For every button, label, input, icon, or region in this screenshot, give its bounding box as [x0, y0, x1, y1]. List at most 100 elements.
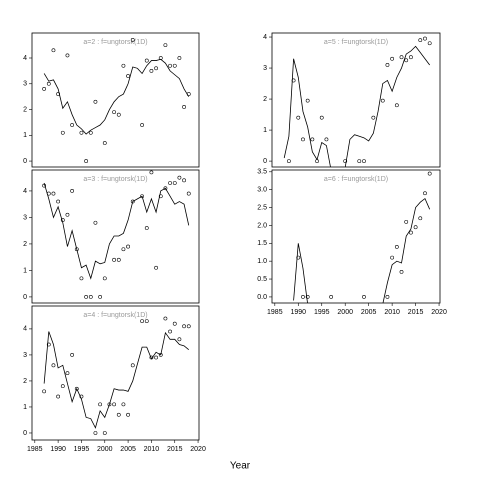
data-point	[140, 319, 144, 323]
y-tick-label: 3	[23, 214, 27, 221]
data-point	[56, 92, 61, 96]
y-tick-label: 2	[23, 241, 27, 248]
x-tick-label: 2020	[431, 309, 447, 316]
plot-area	[42, 316, 191, 435]
data-point	[42, 183, 47, 188]
data-point	[149, 170, 154, 175]
data-point	[385, 63, 390, 67]
panel-frame	[31, 169, 200, 304]
data-point	[126, 244, 130, 249]
data-point	[46, 81, 51, 86]
fit-line	[43, 182, 190, 280]
y-tick-label: 0.0	[257, 294, 267, 301]
plot-area	[42, 38, 191, 163]
data-point	[296, 115, 301, 120]
data-point	[88, 130, 93, 135]
data-point	[60, 130, 65, 135]
fit-line	[43, 331, 189, 429]
data-point	[74, 247, 79, 252]
data-point	[172, 63, 177, 68]
data-point	[116, 257, 121, 262]
data-point	[93, 99, 98, 104]
panel-frame	[31, 32, 200, 168]
x-tick-label: 2000	[97, 446, 113, 453]
y-tick-label: 1	[263, 127, 267, 134]
data-point	[60, 384, 65, 389]
data-point	[423, 36, 427, 41]
data-point	[60, 218, 65, 222]
x-axis-label: Year	[230, 461, 251, 472]
data-point	[46, 342, 51, 347]
x-tick-label: 1985	[267, 309, 283, 316]
data-point	[65, 212, 70, 217]
data-point	[168, 63, 172, 68]
data-point	[126, 74, 130, 78]
y-tick-label: 2	[23, 106, 27, 113]
data-point	[163, 186, 168, 191]
y-tick-label: 1	[23, 267, 27, 274]
data-point	[394, 103, 399, 108]
data-point	[116, 112, 121, 117]
data-point	[357, 159, 362, 164]
data-point	[394, 244, 399, 249]
fit-line	[293, 197, 431, 303]
y-tick-label: 3.5	[257, 169, 267, 176]
data-point	[390, 255, 395, 260]
y-tick-label: 3	[23, 81, 27, 88]
data-point	[305, 295, 310, 299]
data-point	[144, 226, 149, 230]
data-point	[362, 159, 366, 164]
data-point	[121, 247, 126, 252]
y-tick-label: 0.5	[257, 276, 267, 283]
y-tick-label: 3	[263, 65, 267, 72]
y-tick-label: 2.5	[257, 204, 267, 211]
data-point	[186, 92, 191, 96]
data-point	[144, 58, 149, 63]
y-tick-label: 1.5	[257, 240, 267, 247]
panel-title: a=3 : f=ungtorsk(1D)	[83, 176, 147, 183]
data-point	[70, 123, 75, 127]
data-point	[158, 56, 163, 60]
y-tick-label: 2	[263, 96, 267, 103]
data-point	[427, 41, 432, 46]
data-point	[46, 191, 51, 196]
data-point	[130, 199, 135, 204]
x-tick-label: 2015	[408, 309, 424, 316]
data-point	[399, 55, 404, 60]
data-point	[315, 159, 319, 164]
data-point	[98, 295, 103, 299]
data-point	[130, 363, 135, 368]
data-point	[343, 159, 348, 164]
data-point	[158, 353, 163, 357]
data-point	[186, 324, 191, 329]
data-point	[413, 225, 418, 230]
data-point	[93, 431, 98, 435]
data-point	[107, 402, 112, 407]
y-tick-label: 3.0	[257, 187, 267, 194]
panel-title: a=5 : f=ungtorsk(1D)	[324, 39, 388, 46]
data-point	[140, 123, 144, 127]
fit-line	[43, 58, 190, 135]
fit-line	[283, 45, 430, 167]
data-point	[93, 220, 98, 225]
y-tick-label: 1	[23, 404, 27, 411]
data-point	[149, 68, 154, 73]
data-point	[42, 389, 47, 394]
data-point	[84, 159, 89, 163]
data-point	[65, 53, 70, 58]
data-point	[102, 276, 107, 281]
data-point	[51, 363, 56, 368]
data-point	[84, 295, 89, 299]
x-tick-label: 2005	[120, 446, 136, 453]
data-point	[418, 38, 423, 43]
data-point	[177, 337, 182, 342]
data-point	[42, 87, 47, 91]
data-point	[56, 394, 61, 399]
data-point	[409, 230, 413, 235]
x-tick-label: 2005	[361, 309, 377, 316]
x-tick-label: 2015	[167, 446, 183, 453]
y-tick-label: 0	[263, 158, 267, 165]
data-point	[286, 159, 291, 164]
y-tick-label: 1.0	[257, 258, 267, 265]
